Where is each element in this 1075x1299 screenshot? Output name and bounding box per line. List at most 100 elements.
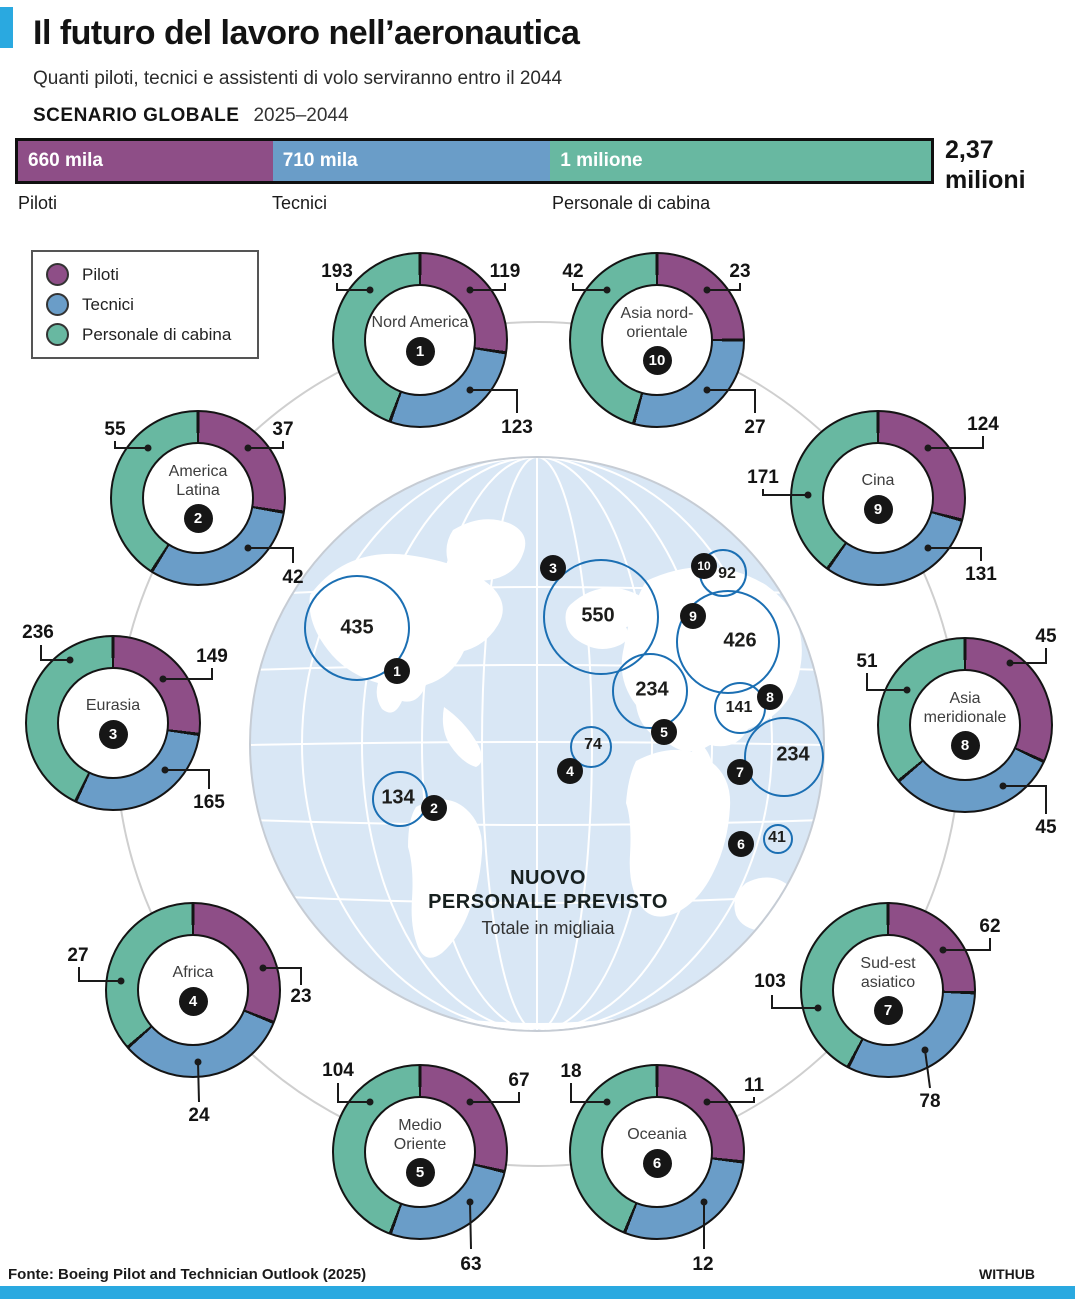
rank-badge: 1 (405, 336, 435, 366)
donut-cina: Cina 9 (790, 410, 966, 586)
scenario-label: SCENARIO GLOBALE (33, 105, 240, 126)
bubble-africa (570, 726, 612, 768)
bubble-oceania (763, 824, 793, 854)
legend-item-pilots: Piloti (46, 263, 244, 286)
region-name: Asia nord-orientale (620, 305, 694, 341)
region-name: Medio Oriente (393, 1117, 447, 1153)
rank-badge: 5 (405, 1157, 435, 1187)
value-technicians-medio-oriente: 63 (460, 1254, 482, 1275)
global-stacked-bar: 660 mila 710 mila 1 milione (15, 138, 934, 184)
donut-africa: Africa 4 (105, 902, 281, 1078)
value-technicians-america-latina: 42 (282, 567, 304, 588)
pilots-swatch-icon (46, 263, 69, 286)
bubble-sud-est-asiatico (744, 717, 824, 797)
donut-center: Medio Oriente 5 (364, 1096, 476, 1208)
value-cabin-asia-meridionale: 51 (856, 651, 878, 672)
donut-medio-oriente: Medio Oriente 5 (332, 1064, 508, 1240)
map-title-line1: NUOVO (510, 867, 586, 889)
donut-center: America Latina 2 (142, 442, 254, 554)
rank-badge: 6 (642, 1148, 672, 1178)
bubble-eurasia (543, 559, 659, 675)
donut-center: Asia nord-orientale 10 (601, 284, 713, 396)
value-pilots-eurasia: 149 (196, 646, 228, 667)
donut-america-latina: America Latina 2 (110, 410, 286, 586)
region-name: Asia meridionale (923, 690, 1007, 726)
bar-caption-cabin: Personale di cabina (552, 193, 711, 213)
map-rank-badge-8: 8 (757, 684, 783, 710)
legend-label-technicians: Tecnici (82, 294, 134, 314)
value-pilots-asia-meridionale: 45 (1035, 626, 1057, 647)
donut-asia-nord-orientale: Asia nord-orientale 10 (569, 252, 745, 428)
map-rank-badge-7: 7 (727, 759, 753, 785)
bubble-total-eurasia: 550 (581, 604, 615, 627)
rank-badge: 4 (178, 986, 208, 1016)
region-name: Africa (172, 964, 214, 982)
page-title: Il futuro del lavoro nell’aeronautica (33, 14, 580, 52)
donut-center: Cina 9 (822, 442, 934, 554)
bar-segment-pilots-value: 660 mila (28, 150, 103, 171)
bubble-total-nord-america: 435 (340, 616, 374, 639)
region-name: Sud-est asiatico (860, 955, 916, 991)
value-technicians-oceania: 12 (692, 1254, 714, 1275)
bar-segment-cabin-value: 1 milione (560, 150, 643, 171)
legend-label-cabin: Personale di cabina (82, 324, 232, 344)
value-cabin-oceania: 18 (560, 1061, 582, 1082)
value-cabin-eurasia: 236 (22, 622, 54, 643)
donut-center: Africa 4 (137, 934, 249, 1046)
rank-badge: 9 (863, 494, 893, 524)
map-title: NUOVO PERSONALE PREVISTO Totale in migli… (388, 866, 708, 940)
technicians-swatch-icon (46, 293, 69, 316)
value-technicians-sud-est-asiatico: 78 (919, 1091, 941, 1112)
bubble-total-medio-oriente: 234 (635, 678, 669, 701)
value-cabin-africa: 27 (67, 945, 89, 966)
region-name: America Latina (168, 463, 228, 499)
region-name: Oceania (627, 1126, 687, 1144)
donut-sud-est-asiatico: Sud-est asiatico 7 (800, 902, 976, 1078)
map-rank-badge-9: 9 (680, 603, 706, 629)
region-name: Eurasia (85, 697, 141, 715)
page-subtitle: Quanti piloti, tecnici e assistenti di v… (33, 68, 563, 89)
world-map-globe (249, 456, 825, 1032)
donut-oceania: Oceania 6 (569, 1064, 745, 1240)
region-name: Nord America (371, 314, 469, 332)
rank-badge: 10 (642, 345, 672, 375)
value-cabin-nord-america: 193 (321, 261, 353, 282)
region-name: Cina (861, 472, 895, 490)
bar-segment-pilots: 660 mila (18, 141, 273, 181)
map-rank-badge-4: 4 (557, 758, 583, 784)
value-pilots-nord-america: 119 (489, 261, 521, 282)
source-note: Fonte: Boeing Pilot and Technician Outlo… (8, 1266, 367, 1283)
map-rank-badge-2: 2 (421, 795, 447, 821)
bubble-total-asia-nord-orientale: 92 (718, 565, 736, 582)
bottom-accent-strip (0, 1286, 1075, 1299)
rank-badge: 2 (183, 503, 213, 533)
legend-label-pilots: Piloti (82, 264, 119, 284)
value-cabin-medio-oriente: 104 (322, 1060, 354, 1081)
bubble-total-africa: 74 (584, 736, 602, 753)
value-cabin-asia-nord-orientale: 42 (562, 261, 584, 282)
title-accent-bar (0, 7, 13, 48)
value-technicians-asia-nord-orientale: 27 (744, 417, 766, 438)
bubble-medio-oriente (612, 653, 688, 729)
map-rank-badge-6: 6 (728, 831, 754, 857)
bar-total-label: 2,37 milioni (945, 136, 1026, 195)
value-pilots-asia-nord-orientale: 23 (729, 261, 751, 282)
bar-caption-pilots: Piloti (18, 193, 58, 213)
value-technicians-nord-america: 123 (501, 417, 533, 438)
value-technicians-cina: 131 (965, 564, 997, 585)
bubble-total-cina: 426 (723, 629, 757, 652)
bubble-total-america-latina: 134 (381, 786, 415, 809)
donut-eurasia: Eurasia 3 (25, 635, 201, 811)
bubble-nord-america (304, 575, 410, 681)
map-rank-badge-10: 10 (691, 553, 717, 579)
value-pilots-africa: 23 (290, 986, 312, 1007)
bar-segment-technicians: 710 mila (272, 141, 551, 181)
map-subtitle: Totale in migliaia (481, 918, 615, 938)
donut-center: Asia meridionale 8 (909, 669, 1021, 781)
donut-nord-america: Nord America 1 (332, 252, 508, 428)
rank-badge: 7 (873, 995, 903, 1025)
map-rank-badge-5: 5 (651, 719, 677, 745)
map-rank-badge-1: 1 (384, 658, 410, 684)
bar-segment-cabin: 1 milione (550, 141, 931, 181)
